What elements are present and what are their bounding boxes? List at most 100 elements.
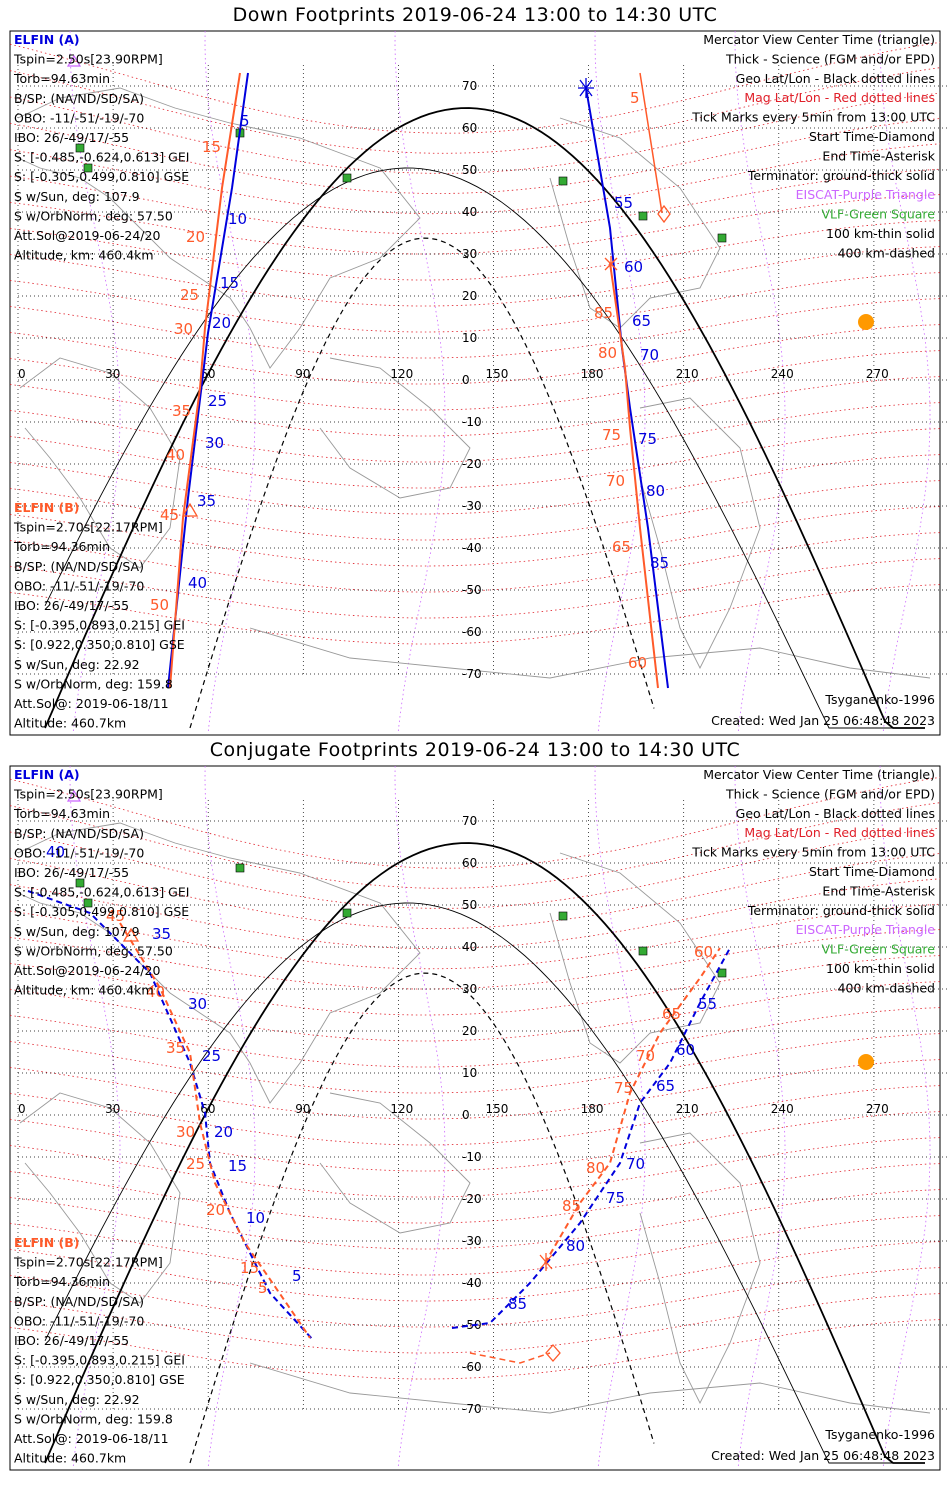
- sun-icon: [858, 1054, 874, 1070]
- elfin-a-time-label: 70: [640, 346, 659, 364]
- mag-lat-line: [9, 272, 941, 333]
- lon-tick-label: 30: [105, 1102, 120, 1116]
- vlf-station-square: [75, 878, 85, 888]
- lat-tick-label: -40: [462, 1276, 482, 1290]
- legend-entry: Mag Lat/Lon - Red dotted lines: [744, 825, 935, 840]
- elfin-b-info-line: Altitude: 460.7km: [14, 716, 126, 731]
- elfin-a-time-label: 25: [208, 392, 227, 410]
- elfin-b-track-left: [169, 72, 241, 689]
- mag-lon-line: [879, 30, 931, 732]
- elfin-a-info-line: OBO: -11/-51/-19/-70: [14, 845, 144, 860]
- elfin-b-time-label: 80: [598, 344, 617, 362]
- elfin-b-time-label: 45: [160, 506, 179, 524]
- elfin-a-info-line: S w/Sun, deg: 107.9: [14, 189, 140, 204]
- elfin-a-time-label: 5: [292, 1267, 302, 1285]
- elfin-b-info-line: Tspin=2.70s[22.17RPM]: [13, 520, 163, 535]
- mag-lat-line: [9, 1319, 941, 1380]
- conjugate-panel-title: Conjugate Footprints 2019-06-24 13:00 to…: [209, 739, 741, 761]
- elfin-a-info-line: S w/Sun, deg: 107.9: [14, 924, 140, 939]
- lat-tick-label: -10: [462, 415, 482, 429]
- elfin-b-time-label: 30: [176, 1123, 195, 1141]
- sun-icon: [858, 314, 874, 330]
- lon-tick-label: 120: [390, 1102, 413, 1116]
- eiscat-triangle: [66, 54, 82, 67]
- elfin-a-time-label: 15: [220, 274, 239, 292]
- mag-lat-line: [9, 92, 941, 174]
- legend-entry: VLF-Green Square: [821, 942, 935, 957]
- elfin-a-time-label: 10: [246, 1209, 265, 1227]
- elfin-b-info-line: Att.Sol@: 2019-06-18/11: [14, 696, 169, 711]
- lat-tick-label: 60: [462, 121, 477, 135]
- mag-lon-line: [734, 30, 786, 732]
- mag-lat-line: [9, 1033, 941, 1094]
- elfin-b-heading: ELFIN (B): [14, 1235, 79, 1250]
- mag-lat-line: [9, 903, 941, 970]
- lat-tick-label: 40: [462, 940, 477, 954]
- model-label: Tsyganenko-1996: [824, 1427, 935, 1442]
- elfin-a-time-label: 25: [202, 1047, 221, 1065]
- elfin-b-time-label: 45: [106, 907, 125, 925]
- elfin-a-info-line: Torb=94.63min: [13, 806, 110, 821]
- legend-entry: Mercator View Center Time (triangle): [703, 32, 935, 47]
- elfin-a-info-line: S w/OrbNorm, deg: 57.50: [14, 943, 173, 958]
- lon-tick-label: 150: [486, 367, 509, 381]
- elfin-a-info-line: B/SP: (NA/ND/SD/SA): [14, 91, 144, 106]
- legend-entry: Geo Lat/Lon - Black dotted lines: [736, 71, 935, 86]
- elfin-b-info-line: Tspin=2.70s[22.17RPM]: [13, 1255, 163, 1270]
- elfin-b-time-label: 65: [612, 538, 631, 556]
- elfin-b-info-line: IBO: 26/-49/17/-55: [14, 598, 129, 613]
- lon-tick-label: 150: [486, 1102, 509, 1116]
- legend-entry: 400 km-dashed: [838, 245, 935, 260]
- elfin-a-time-label: 30: [188, 995, 207, 1013]
- lat-tick-label: -10: [462, 1150, 482, 1164]
- elfin-b-time-label: 65: [662, 1005, 681, 1023]
- elfin-a-info-line: B/SP: (NA/ND/SD/SA): [14, 826, 144, 841]
- mag-lat-line: [9, 1111, 941, 1172]
- coastline: [17, 822, 421, 1104]
- coastline: [17, 87, 421, 369]
- lat-tick-label: 40: [462, 205, 477, 219]
- mag-lat-line: [9, 1293, 941, 1354]
- created-timestamp: Created: Wed Jan 25 06:48:48 2023: [711, 713, 935, 728]
- vlf-station-square: [235, 863, 245, 873]
- elfin-a-time-label: 65: [656, 1077, 675, 1095]
- vlf-station-square: [638, 946, 648, 956]
- lon-tick-label: 0: [18, 367, 26, 381]
- vlf-station-square: [558, 176, 568, 186]
- elfin-b-time-label: 80: [586, 1159, 605, 1177]
- mag-lon-line: [204, 30, 256, 732]
- elfin-a-info-line: Att.Sol@2019-06-24/20: [14, 963, 160, 978]
- mag-lat-line: [9, 1137, 941, 1198]
- elfin-b-info-line: S: [0.922,0.350,0.810] GSE: [14, 637, 185, 652]
- lat-tick-label: -60: [462, 1360, 482, 1374]
- elfin-b-time-label: 35: [172, 402, 191, 420]
- coastline: [639, 1132, 761, 1405]
- end-asterisk-a: [578, 78, 594, 98]
- elfin-a-time-label: 40: [46, 843, 65, 861]
- eiscat-triangle: [66, 789, 82, 802]
- mag-lat-line: [9, 220, 941, 281]
- mag-lat-line: [9, 981, 941, 1042]
- lon-tick-label: 90: [295, 367, 310, 381]
- elfin-a-info-line: Att.Sol@2019-06-24/20: [14, 228, 160, 243]
- lat-tick-label: 20: [462, 1024, 477, 1038]
- elfin-b-time-label: 75: [602, 426, 621, 444]
- mag-lon-line: [594, 765, 646, 1467]
- mag-lon-line: [394, 30, 446, 732]
- lon-tick-label: 90: [295, 1102, 310, 1116]
- mag-lat-line: [9, 532, 941, 593]
- elfin-b-start-segment: [469, 1352, 551, 1364]
- lon-tick-label: 180: [581, 1102, 604, 1116]
- lat-tick-label: 70: [462, 814, 477, 828]
- elfin-b-track-right: [544, 947, 721, 1264]
- lat-tick-label: -30: [462, 1234, 482, 1248]
- elfin-a-time-label: 85: [650, 554, 669, 572]
- legend-entry: 100 km-thin solid: [826, 226, 935, 241]
- lat-tick-label: -70: [462, 667, 482, 681]
- elfin-a-time-label: 60: [676, 1041, 695, 1059]
- mag-lon-line: [734, 765, 786, 1467]
- coastline: [319, 357, 471, 499]
- elfin-a-info-line: Altitude, km: 460.4km: [14, 248, 154, 263]
- coastline: [19, 357, 181, 569]
- mag-lat-line: [9, 1059, 941, 1120]
